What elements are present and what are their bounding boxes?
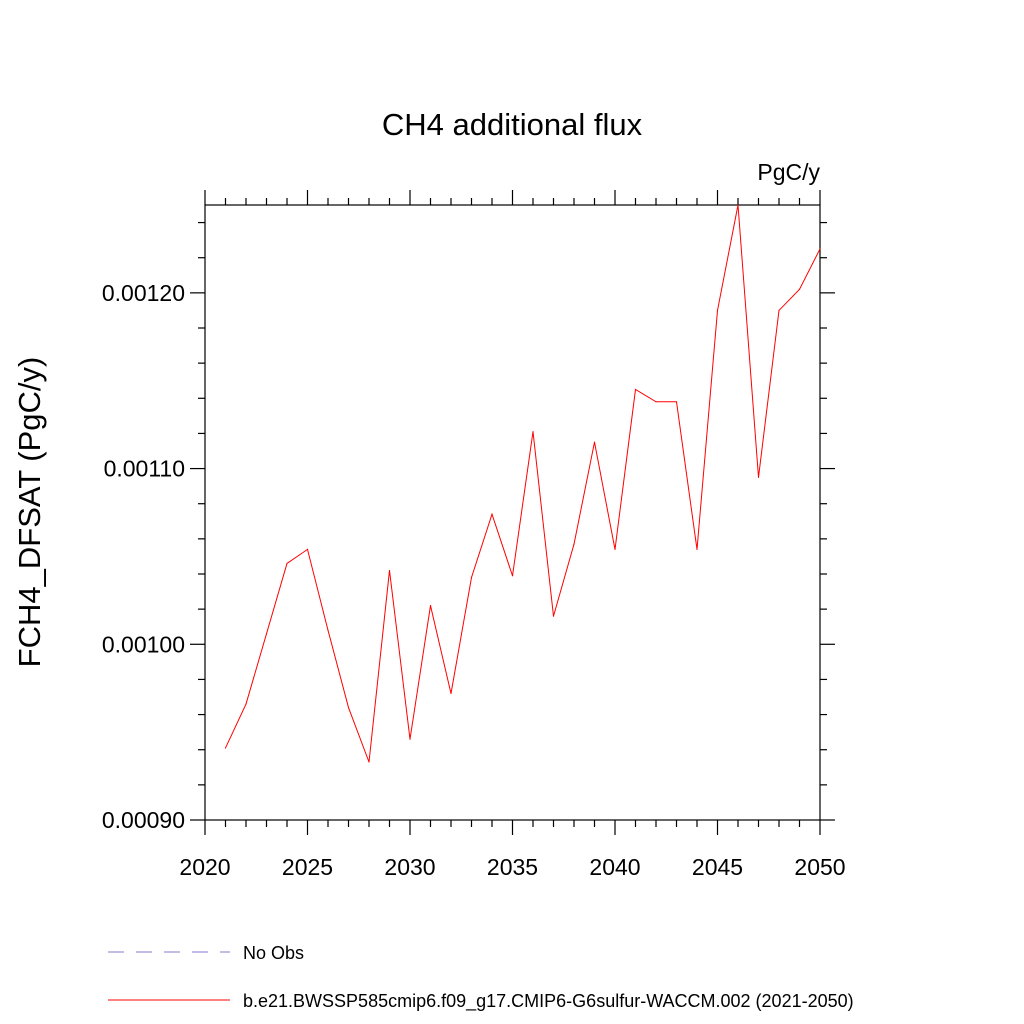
legend-label: No Obs [243, 943, 304, 963]
y-tick-label: 0.00100 [102, 631, 185, 657]
data-point [491, 513, 493, 515]
y-tick-label: 0.00120 [102, 280, 185, 306]
x-tick-label: 2030 [384, 854, 435, 880]
axis-tick-labels: 2020 2025 2030 2035 2040 2045 2050 0.00090 0.001… [102, 280, 846, 880]
data-point [470, 576, 473, 579]
legend-label: b.e21.BWSSP585cmip6.f09_g17.CMIP6-G6sulf… [243, 991, 854, 1012]
data-point [737, 204, 739, 206]
data-point [368, 761, 370, 763]
data-point [450, 692, 452, 695]
axis-ticks [190, 190, 835, 835]
legend: No Obs b.e21.BWSSP585cmip6.f09_g17.CMIP6-… [108, 943, 854, 1012]
data-point [593, 441, 596, 443]
y-axis-label: FCH4_DFSAT (PgC/y) [12, 357, 47, 668]
data-point [819, 248, 821, 250]
data-point [655, 401, 657, 403]
data-point [286, 562, 288, 565]
chart-title: CH4 additional flux [382, 107, 643, 142]
data-point [409, 738, 411, 740]
y-tick-label: 0.00090 [102, 807, 185, 833]
data-point [573, 543, 575, 545]
data-point [265, 633, 268, 635]
data-point [388, 569, 391, 572]
x-tick-label: 2045 [692, 854, 743, 880]
data-point [675, 401, 678, 403]
data-point [552, 615, 555, 617]
series-line [225, 204, 821, 763]
data-point [798, 288, 801, 290]
x-tick-label: 2035 [487, 854, 538, 880]
data-point [224, 747, 227, 749]
data-point [347, 706, 350, 709]
data-point [716, 309, 719, 312]
x-tick-label: 2050 [794, 854, 845, 880]
x-tick-label: 2040 [589, 854, 640, 880]
series-group [224, 204, 821, 763]
data-point [532, 431, 534, 433]
data-point [614, 548, 616, 551]
plot-frame [204, 204, 821, 821]
data-point [757, 476, 760, 478]
x-tick-label: 2025 [282, 854, 333, 880]
data-point [429, 605, 432, 607]
units-label: PgC/y [757, 159, 820, 185]
y-tick-label: 0.00110 [104, 456, 185, 482]
data-point [245, 703, 247, 705]
data-point [306, 548, 309, 551]
data-point [511, 575, 514, 577]
data-point [696, 548, 698, 551]
data-point [634, 388, 637, 391]
data-point [778, 309, 780, 312]
data-point [327, 629, 329, 631]
x-tick-label: 2020 [179, 854, 230, 880]
